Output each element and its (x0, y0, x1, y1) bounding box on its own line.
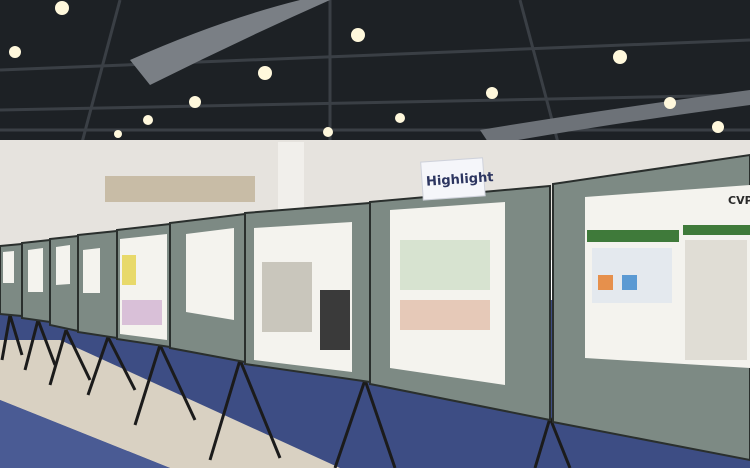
duct (480, 90, 750, 145)
window (105, 176, 255, 202)
ceiling (0, 0, 750, 150)
poster-badge: CVPR (728, 194, 750, 207)
poster-figures (122, 225, 750, 360)
highlight-sign: Highlight (420, 157, 494, 201)
ceiling-truss (0, 0, 750, 151)
pillar (278, 142, 304, 216)
sign-text: Highlight (426, 170, 494, 190)
duct (130, 0, 330, 85)
easel-legs (0, 314, 572, 468)
carpet (0, 400, 170, 468)
ceiling-lights (9, 1, 724, 154)
